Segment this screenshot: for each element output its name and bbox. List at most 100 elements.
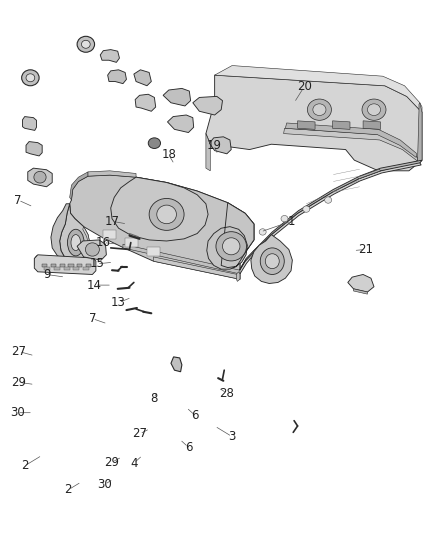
Polygon shape	[108, 70, 127, 84]
Text: 18: 18	[161, 148, 176, 161]
Ellipse shape	[67, 229, 84, 256]
Ellipse shape	[81, 41, 90, 49]
Text: 6: 6	[185, 441, 192, 454]
Ellipse shape	[85, 243, 99, 256]
Text: 27: 27	[132, 427, 147, 440]
Text: 14: 14	[87, 279, 102, 292]
Ellipse shape	[259, 229, 266, 235]
Text: 17: 17	[105, 215, 120, 228]
Polygon shape	[64, 266, 70, 270]
Polygon shape	[60, 264, 65, 267]
Text: 6: 6	[191, 409, 199, 422]
Polygon shape	[284, 128, 418, 161]
Text: 27: 27	[11, 345, 27, 358]
Polygon shape	[348, 274, 374, 292]
Polygon shape	[54, 266, 60, 270]
Polygon shape	[83, 266, 89, 270]
Polygon shape	[209, 137, 231, 154]
Polygon shape	[206, 134, 210, 171]
Text: 30: 30	[97, 478, 112, 491]
Polygon shape	[286, 123, 417, 158]
Polygon shape	[353, 289, 367, 294]
Polygon shape	[73, 266, 79, 270]
Polygon shape	[86, 264, 91, 267]
Polygon shape	[42, 264, 47, 267]
Polygon shape	[215, 66, 422, 112]
Polygon shape	[357, 169, 381, 179]
Polygon shape	[71, 175, 254, 274]
Text: 9: 9	[43, 268, 50, 281]
Polygon shape	[123, 244, 240, 274]
Text: 4: 4	[130, 457, 138, 470]
Polygon shape	[68, 264, 74, 267]
Text: 7: 7	[14, 193, 22, 207]
Ellipse shape	[260, 248, 284, 274]
Ellipse shape	[325, 197, 332, 203]
Text: 15: 15	[89, 257, 104, 270]
Ellipse shape	[157, 205, 177, 224]
Polygon shape	[51, 264, 56, 267]
Ellipse shape	[265, 254, 279, 269]
Ellipse shape	[26, 74, 35, 82]
Polygon shape	[206, 75, 422, 171]
Polygon shape	[77, 264, 82, 267]
Polygon shape	[167, 115, 194, 133]
Text: 29: 29	[11, 376, 27, 389]
Ellipse shape	[77, 36, 95, 52]
Ellipse shape	[307, 99, 332, 120]
Polygon shape	[51, 204, 70, 259]
Polygon shape	[193, 96, 223, 115]
Polygon shape	[153, 257, 240, 279]
Ellipse shape	[148, 138, 160, 149]
Ellipse shape	[71, 235, 81, 251]
Polygon shape	[103, 230, 117, 239]
Polygon shape	[332, 121, 350, 130]
Polygon shape	[147, 247, 160, 256]
Polygon shape	[34, 255, 96, 274]
Ellipse shape	[34, 171, 46, 183]
Polygon shape	[70, 175, 254, 279]
Polygon shape	[22, 117, 36, 131]
Polygon shape	[418, 103, 422, 163]
Polygon shape	[239, 161, 421, 274]
Text: 3: 3	[228, 430, 236, 443]
Polygon shape	[44, 266, 50, 270]
Polygon shape	[70, 172, 88, 200]
Text: 20: 20	[297, 80, 311, 93]
Ellipse shape	[223, 238, 240, 255]
Polygon shape	[100, 50, 120, 62]
Ellipse shape	[281, 215, 288, 222]
Text: 30: 30	[10, 406, 25, 419]
Text: 1: 1	[287, 215, 295, 228]
Ellipse shape	[367, 104, 381, 116]
Polygon shape	[239, 160, 422, 272]
Polygon shape	[60, 204, 90, 262]
Polygon shape	[135, 94, 155, 111]
Polygon shape	[26, 142, 42, 156]
Polygon shape	[28, 168, 52, 187]
Polygon shape	[134, 70, 151, 86]
Text: 19: 19	[206, 139, 221, 152]
Text: 8: 8	[150, 392, 157, 405]
Ellipse shape	[313, 104, 326, 116]
Polygon shape	[163, 88, 191, 106]
Text: 28: 28	[219, 386, 234, 400]
Polygon shape	[111, 177, 208, 241]
Text: 21: 21	[358, 243, 373, 256]
Polygon shape	[237, 272, 240, 281]
Polygon shape	[125, 238, 138, 247]
Polygon shape	[251, 235, 292, 284]
Polygon shape	[88, 171, 136, 177]
Ellipse shape	[303, 206, 310, 212]
Text: 16: 16	[96, 236, 111, 249]
Polygon shape	[81, 227, 90, 262]
Polygon shape	[77, 240, 106, 260]
Text: 2: 2	[21, 459, 28, 472]
Polygon shape	[171, 357, 182, 372]
Text: 7: 7	[88, 312, 96, 325]
Polygon shape	[363, 121, 381, 130]
Ellipse shape	[149, 198, 184, 230]
Polygon shape	[35, 256, 95, 272]
Ellipse shape	[362, 99, 386, 120]
Text: 29: 29	[105, 456, 120, 469]
